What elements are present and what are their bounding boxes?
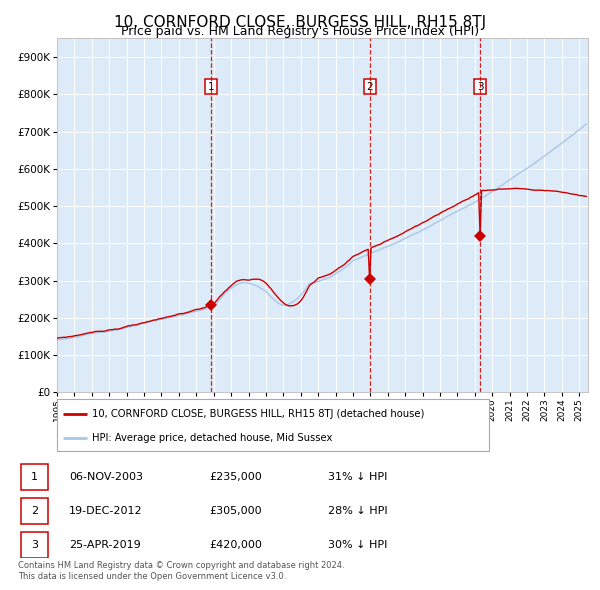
Text: 1: 1: [208, 82, 214, 92]
Text: 3: 3: [477, 82, 484, 92]
Text: £305,000: £305,000: [210, 506, 262, 516]
Text: 28% ↓ HPI: 28% ↓ HPI: [328, 506, 388, 516]
Text: Price paid vs. HM Land Registry's House Price Index (HPI): Price paid vs. HM Land Registry's House …: [121, 25, 479, 38]
Text: Contains HM Land Registry data © Crown copyright and database right 2024.: Contains HM Land Registry data © Crown c…: [18, 560, 344, 569]
FancyBboxPatch shape: [21, 498, 48, 524]
Text: 1: 1: [31, 472, 38, 482]
FancyBboxPatch shape: [57, 399, 489, 451]
Text: HPI: Average price, detached house, Mid Sussex: HPI: Average price, detached house, Mid …: [92, 434, 332, 443]
Text: 31% ↓ HPI: 31% ↓ HPI: [328, 472, 388, 482]
Text: 2: 2: [31, 506, 38, 516]
FancyBboxPatch shape: [21, 532, 48, 558]
Text: 10, CORNFORD CLOSE, BURGESS HILL, RH15 8TJ: 10, CORNFORD CLOSE, BURGESS HILL, RH15 8…: [114, 15, 486, 30]
Text: 10, CORNFORD CLOSE, BURGESS HILL, RH15 8TJ (detached house): 10, CORNFORD CLOSE, BURGESS HILL, RH15 8…: [92, 409, 424, 419]
Text: 2: 2: [367, 82, 373, 92]
Text: 19-DEC-2012: 19-DEC-2012: [69, 506, 142, 516]
Text: £420,000: £420,000: [210, 540, 263, 550]
FancyBboxPatch shape: [21, 464, 48, 490]
Text: 06-NOV-2003: 06-NOV-2003: [69, 472, 143, 482]
Text: This data is licensed under the Open Government Licence v3.0.: This data is licensed under the Open Gov…: [18, 572, 286, 581]
Text: £235,000: £235,000: [210, 472, 263, 482]
Text: 3: 3: [31, 540, 38, 550]
Text: 25-APR-2019: 25-APR-2019: [69, 540, 140, 550]
Text: 30% ↓ HPI: 30% ↓ HPI: [328, 540, 388, 550]
